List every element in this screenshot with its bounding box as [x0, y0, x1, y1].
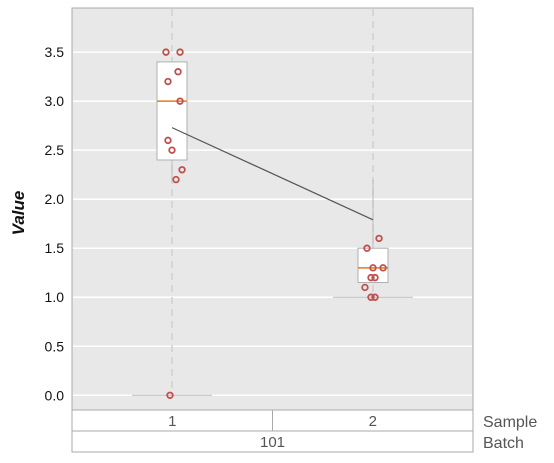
data-point: [164, 136, 172, 145]
plot-panel: [71, 7, 474, 411]
box: [156, 61, 188, 161]
y-tick-label: 0.5: [45, 338, 65, 354]
mean-connect-line: [171, 127, 374, 221]
data-point: [178, 166, 186, 174]
y-tick-label: 0.0: [45, 387, 65, 403]
y-tick-labels: 0.0 0.5 1.0 1.5 2.0 2.5 3.0 3.5: [45, 44, 65, 403]
table-cell-label: 101: [260, 434, 285, 451]
data-point: [369, 264, 377, 272]
data-point: [176, 97, 184, 105]
data-point: [375, 234, 383, 243]
data-point: [164, 77, 172, 86]
data-point: [361, 283, 369, 292]
y-tick-label: 3.0: [45, 93, 65, 109]
data-point: [166, 391, 174, 399]
data-point: [379, 264, 387, 272]
data-point: [168, 146, 176, 154]
y-axis-label: Value: [9, 191, 28, 236]
data-point: [176, 48, 184, 56]
data-point: [371, 273, 379, 282]
data-points: [162, 48, 387, 399]
data-point: [367, 273, 375, 282]
y-tick-label: 1.5: [45, 240, 65, 256]
data-point: [367, 293, 375, 301]
data-point: [371, 293, 379, 301]
y-tick-label: 2.5: [45, 142, 65, 158]
table-row-label: Batch: [483, 435, 524, 452]
variability-table: 1 2 Sample 101 Batch: [71, 409, 537, 453]
table-cell-label: 2: [369, 413, 377, 430]
table-row-label: Sample: [483, 414, 537, 431]
y-tick-label: 3.5: [45, 44, 65, 60]
grid-lines: [73, 51, 472, 397]
data-point: [363, 244, 371, 252]
mean-line: [171, 127, 374, 221]
table-cell-label: 1: [168, 413, 176, 430]
data-point: [162, 48, 170, 56]
data-point: [174, 68, 182, 76]
y-tick-label: 1.0: [45, 289, 65, 305]
data-point: [172, 175, 180, 184]
y-tick-label: 2.0: [45, 191, 65, 207]
